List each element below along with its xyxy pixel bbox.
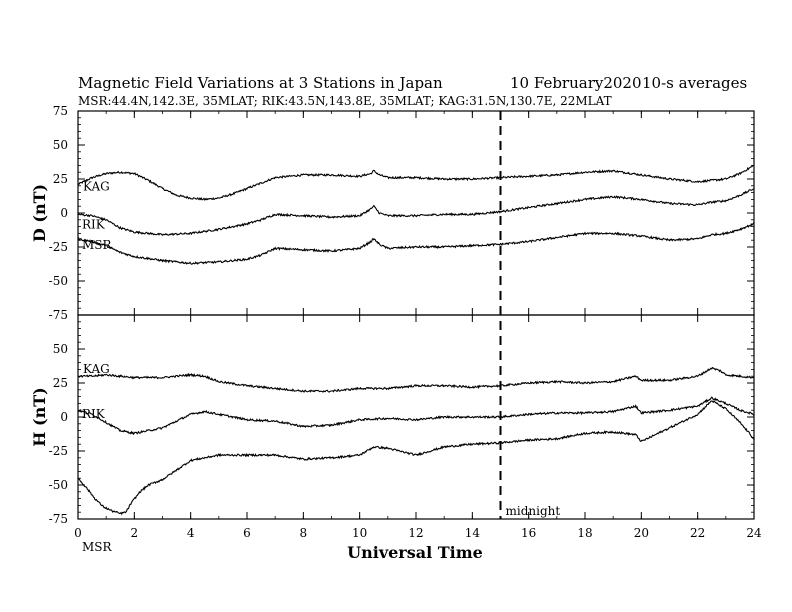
chart-date: 10 February2020 [510,74,642,92]
chart-title: Magnetic Field Variations at 3 Stations … [78,74,443,92]
panels-group: 75 50 25 0 -25 -50 -75 D (nT) KAG RIK MSR 50 25 0 -25 -… [30,104,755,554]
series-line-msr-0 [77,222,755,265]
midnight-label: midnight [506,504,561,518]
x-tick-label: 18 [577,526,592,540]
x-tick-label: 22 [690,526,705,540]
y-tick-label: 25 [53,172,68,186]
series-label-kag-1: KAG [83,362,110,376]
y-tick-label: -25 [49,444,68,458]
series-line-kag-0 [77,164,755,201]
panel-frame-0 [77,110,755,316]
x-tick-label: 2 [131,526,139,540]
x-axis: 0 2 4 6 8 10 12 14 16 18 20 22 24 [74,111,762,540]
series-line-msr-1 [77,400,755,516]
x-tick-label: 12 [408,526,423,540]
x-tick-label: 0 [74,526,82,540]
x-tick-label: 16 [521,526,536,540]
series-label-kag-0: KAG [83,179,110,193]
y-tick-label: 0 [60,410,68,424]
panel-frame-1 [77,314,755,520]
y-tick-label: 50 [53,138,68,152]
chart-subtitle: MSR:44.4N,142.3E, 35MLAT; RIK:43.5N,143.… [78,94,612,108]
x-axis-label: Universal Time [347,543,483,562]
series-line-rik-1 [77,396,755,436]
y-tick-label: 50 [53,342,68,356]
y-tick-label: -75 [49,308,68,322]
y-tick-label: -50 [49,274,68,288]
y-tick-label: -75 [49,512,68,526]
x-tick-label: 6 [243,526,251,540]
x-tick-label: 14 [465,526,481,540]
y-axis-label-0: D (nT) [30,184,49,242]
y-tick-label: 25 [53,376,68,390]
series-label-msr-1: MSR [82,540,113,554]
y-tick-label: 75 [53,104,68,118]
series-line-rik-0 [77,188,755,237]
y-tick-label: -25 [49,240,68,254]
x-tick-label: 24 [746,526,762,540]
x-tick-label: 10 [352,526,367,540]
y-tick-label: 0 [60,206,68,220]
series-label-msr-0: MSR [82,238,113,252]
series-label-rik-1: RIK [82,407,106,421]
series-line-kag-1 [77,366,755,393]
series-label-rik-0: RIK [82,217,106,231]
y-axis-label-1: H (nT) [30,387,49,446]
y-tick-label: -50 [49,478,68,492]
chart-averaging: 10-s averages [642,74,747,92]
x-tick-label: 20 [634,526,649,540]
x-tick-label: 8 [300,526,308,540]
x-tick-label: 4 [187,526,195,540]
